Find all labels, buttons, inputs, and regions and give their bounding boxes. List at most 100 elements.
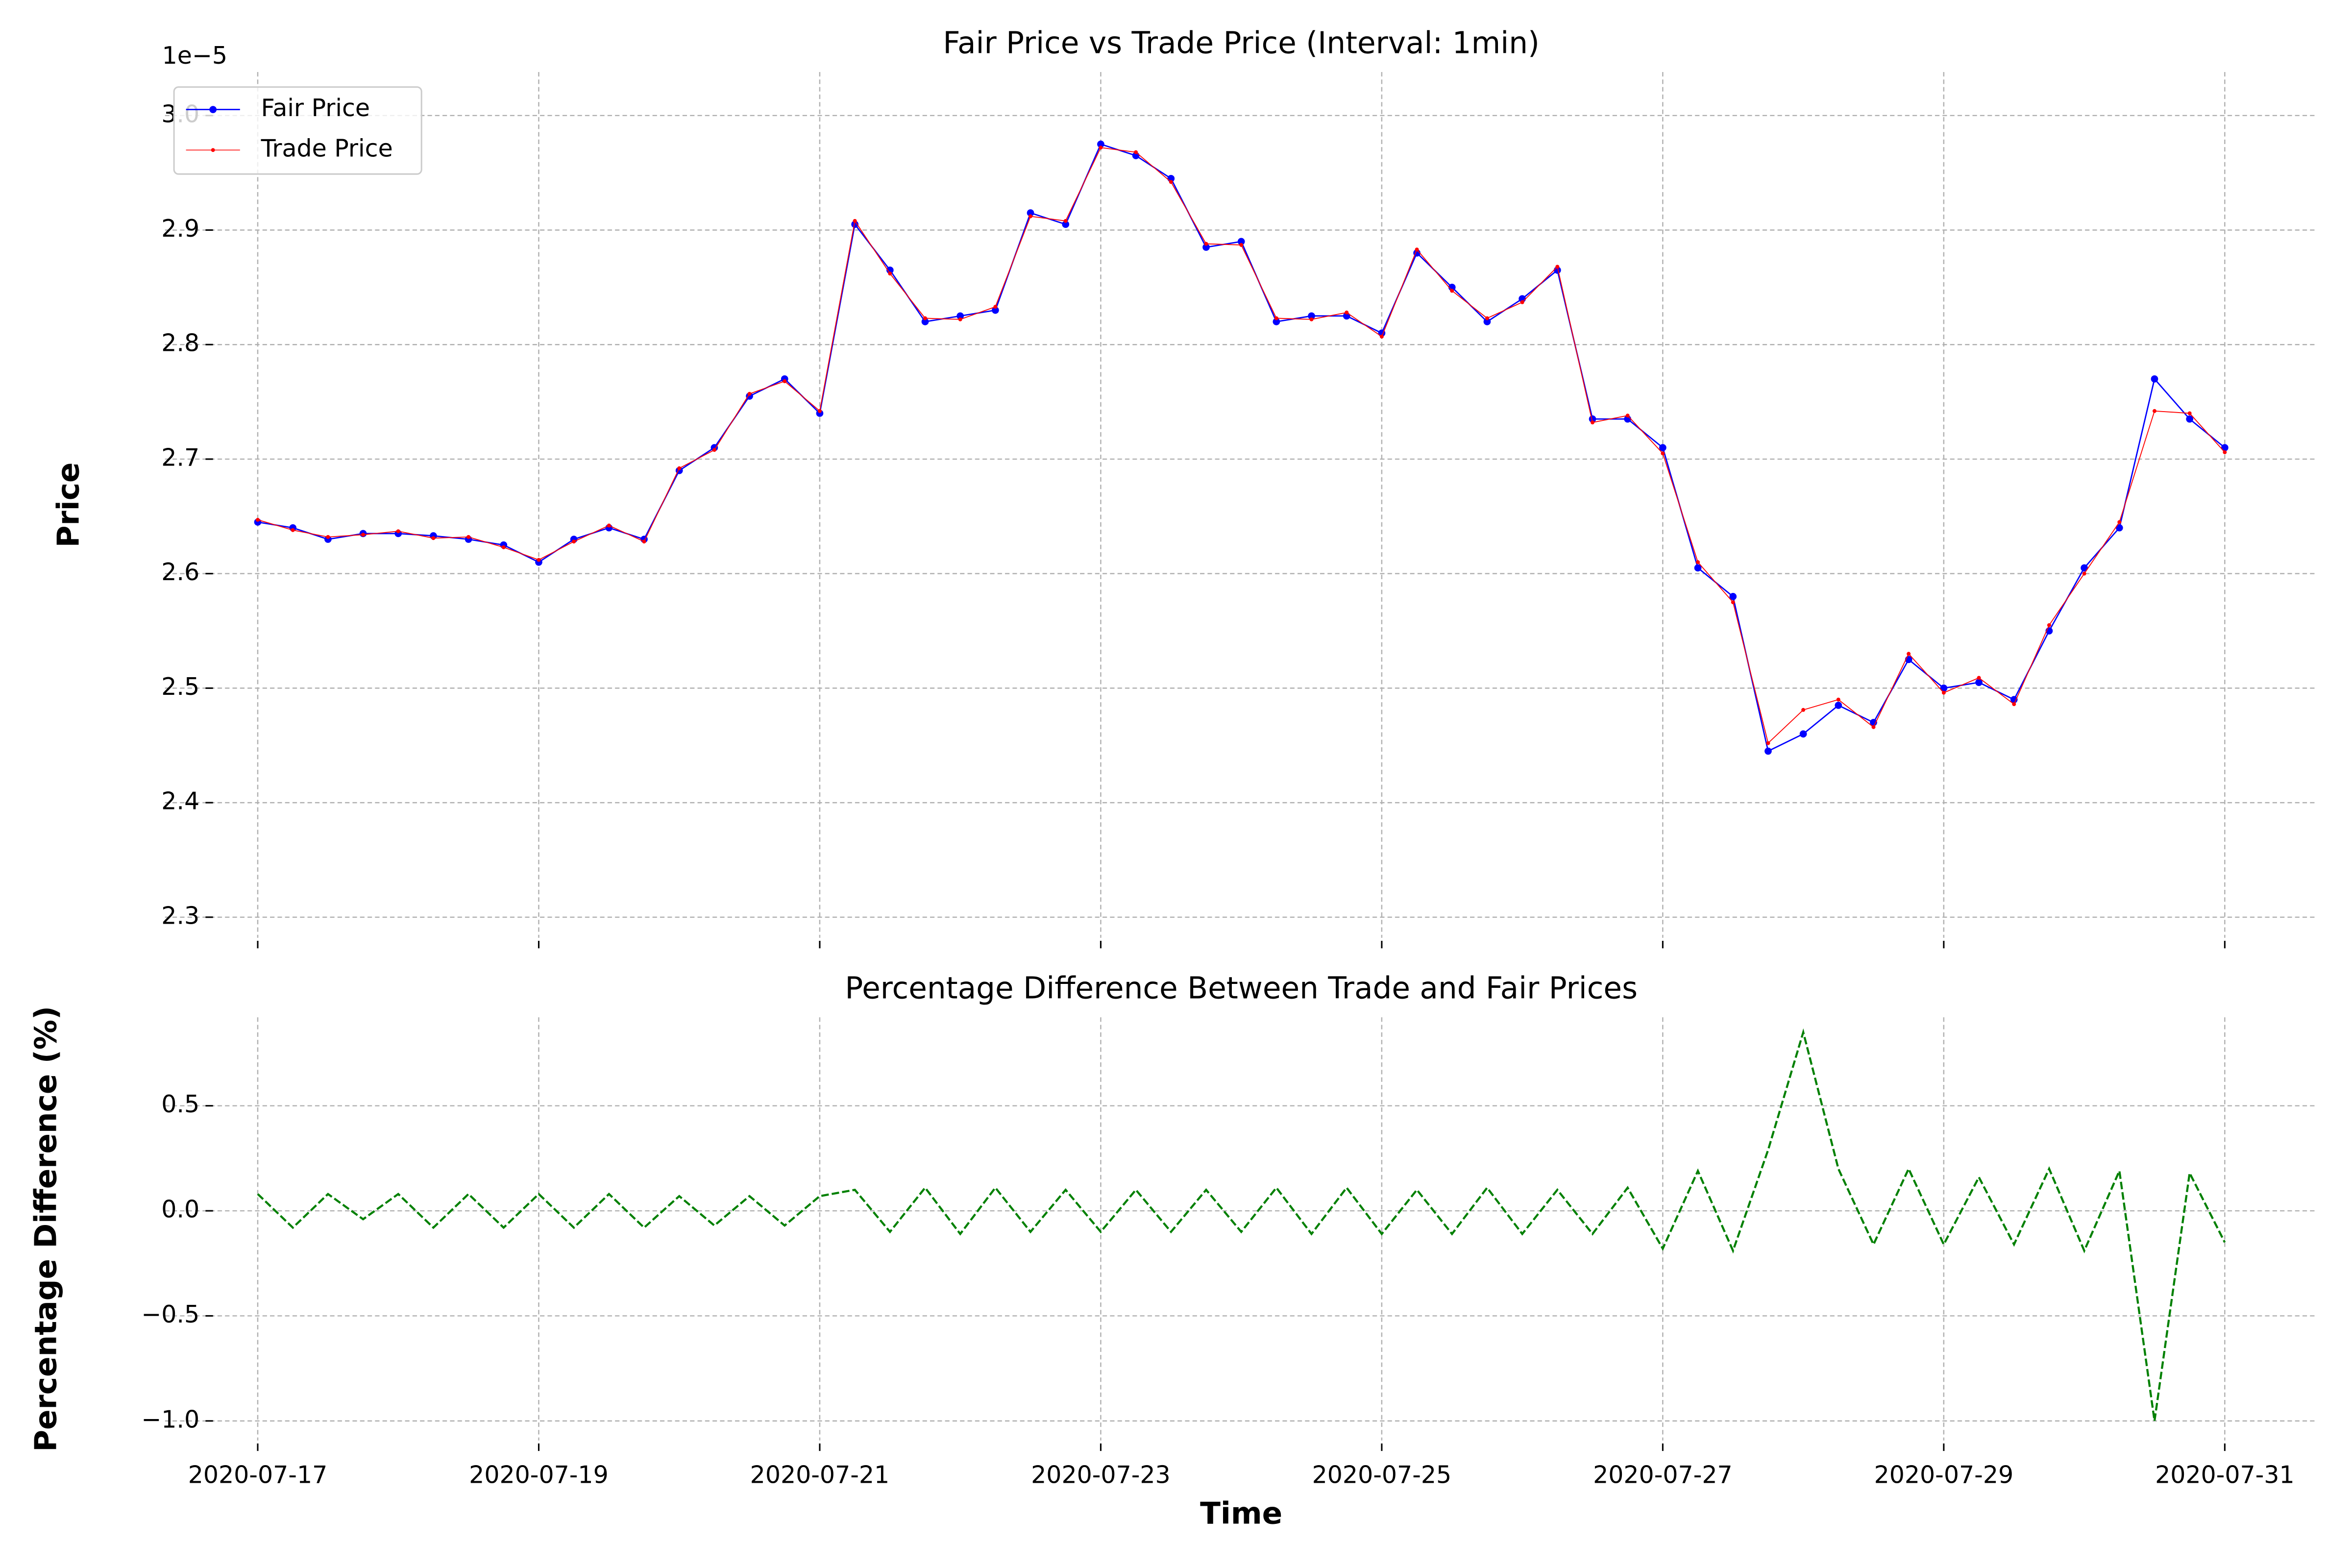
point-marker bbox=[396, 529, 400, 534]
point-marker bbox=[466, 535, 471, 539]
offset-label: 1e−5 bbox=[162, 42, 227, 70]
point-marker bbox=[1589, 415, 1596, 423]
point-marker bbox=[1237, 238, 1245, 245]
point-marker bbox=[1134, 150, 1138, 154]
point-marker bbox=[361, 533, 366, 537]
point-marker bbox=[2151, 375, 2158, 383]
y-tick-label: 2.8 bbox=[161, 329, 199, 357]
point-marker bbox=[1273, 318, 1280, 325]
y-tick-label: −0.5 bbox=[141, 1300, 199, 1328]
point-marker bbox=[1801, 708, 1806, 712]
point-marker bbox=[1169, 180, 1173, 184]
point-marker bbox=[1766, 741, 1770, 745]
point-marker bbox=[1907, 652, 1911, 656]
point-marker bbox=[2047, 623, 2051, 627]
point-marker bbox=[1941, 690, 1946, 695]
point-marker bbox=[921, 318, 929, 325]
point-marker bbox=[2010, 696, 2018, 704]
point-marker bbox=[886, 266, 894, 274]
point-marker bbox=[537, 558, 541, 562]
point-marker bbox=[1308, 312, 1315, 320]
point-marker bbox=[851, 220, 858, 228]
point-marker bbox=[1202, 244, 1210, 251]
point-marker bbox=[958, 317, 962, 321]
point-marker bbox=[783, 379, 787, 383]
x-tick-label: 2020-07-21 bbox=[750, 1461, 890, 1489]
point-marker bbox=[256, 517, 260, 522]
point-marker bbox=[1975, 679, 1983, 686]
x-tick-label: 2020-07-25 bbox=[1312, 1461, 1452, 1489]
point-marker bbox=[1450, 289, 1454, 293]
point-marker bbox=[1204, 242, 1208, 246]
point-marker bbox=[1485, 316, 1489, 320]
point-marker bbox=[677, 466, 682, 470]
y-tick-label: 0.5 bbox=[161, 1090, 199, 1118]
x-tick-label: 2020-07-17 bbox=[188, 1461, 328, 1489]
point-marker bbox=[1977, 676, 1981, 680]
y-tick-label: 2.6 bbox=[161, 558, 199, 586]
point-marker bbox=[1764, 747, 1772, 755]
point-marker bbox=[2081, 564, 2088, 572]
point-marker bbox=[1661, 451, 1665, 456]
y-tick-label: 2.7 bbox=[161, 443, 199, 471]
x-tick-label: 2020-07-31 bbox=[2155, 1461, 2295, 1489]
legend-label: Trade Price bbox=[261, 135, 393, 163]
point-marker bbox=[1379, 334, 1384, 339]
x-tick-label: 2020-07-19 bbox=[469, 1461, 609, 1489]
point-marker bbox=[2186, 415, 2194, 423]
point-marker bbox=[1309, 317, 1314, 321]
point-marker bbox=[2221, 444, 2229, 451]
x-tick-label: 2020-07-29 bbox=[1874, 1461, 2014, 1489]
point-marker bbox=[1483, 318, 1491, 325]
point-marker bbox=[1729, 593, 1737, 600]
series-line bbox=[257, 143, 2226, 752]
point-marker bbox=[1659, 444, 1666, 451]
y-tick-label: −1.0 bbox=[141, 1405, 199, 1433]
point-marker bbox=[1799, 730, 1807, 738]
point-marker bbox=[2187, 411, 2192, 416]
point-marker bbox=[1836, 697, 1840, 702]
point-marker bbox=[291, 528, 295, 532]
point-marker bbox=[1027, 209, 1034, 217]
point-marker bbox=[1345, 310, 1349, 315]
series-line bbox=[257, 147, 2226, 744]
chart-title: Percentage Difference Between Trade and … bbox=[845, 971, 1638, 1006]
x-axis-label: Time bbox=[1200, 1496, 1282, 1531]
legend: Fair Price Trade Price bbox=[173, 86, 422, 175]
point-marker bbox=[993, 305, 998, 309]
point-marker bbox=[642, 539, 646, 544]
legend-marker bbox=[209, 106, 217, 113]
legend-label: Fair Price bbox=[261, 94, 370, 122]
point-marker bbox=[431, 536, 436, 540]
point-marker bbox=[2115, 524, 2123, 532]
point-marker bbox=[1520, 300, 1524, 304]
legend-marker bbox=[211, 148, 215, 152]
point-marker bbox=[1029, 214, 1033, 219]
legend-frame bbox=[173, 86, 422, 175]
point-marker bbox=[572, 539, 576, 544]
chart-title: Fair Price vs Trade Price (Interval: 1mi… bbox=[943, 25, 1539, 60]
y-tick-label: 2.5 bbox=[161, 673, 199, 701]
point-marker bbox=[2012, 702, 2016, 707]
point-marker bbox=[2117, 520, 2122, 524]
point-marker bbox=[853, 219, 857, 223]
point-marker bbox=[1062, 220, 1070, 228]
point-marker bbox=[747, 392, 752, 396]
point-marker bbox=[2082, 571, 2086, 576]
point-marker bbox=[326, 535, 330, 539]
point-marker bbox=[1694, 564, 1702, 572]
y-axis-label: Price bbox=[51, 462, 86, 547]
point-marker bbox=[1731, 600, 1735, 605]
series-line bbox=[257, 1028, 2226, 1421]
point-marker bbox=[1835, 702, 1842, 709]
point-marker bbox=[1696, 560, 1700, 564]
point-marker bbox=[1555, 265, 1560, 269]
point-marker bbox=[712, 448, 716, 452]
point-marker bbox=[956, 312, 964, 320]
x-tick-label: 2020-07-27 bbox=[1593, 1461, 1733, 1489]
x-tick-label: 2020-07-23 bbox=[1031, 1461, 1171, 1489]
point-marker bbox=[1274, 316, 1278, 320]
point-marker bbox=[607, 523, 611, 528]
point-marker bbox=[1940, 685, 1948, 692]
